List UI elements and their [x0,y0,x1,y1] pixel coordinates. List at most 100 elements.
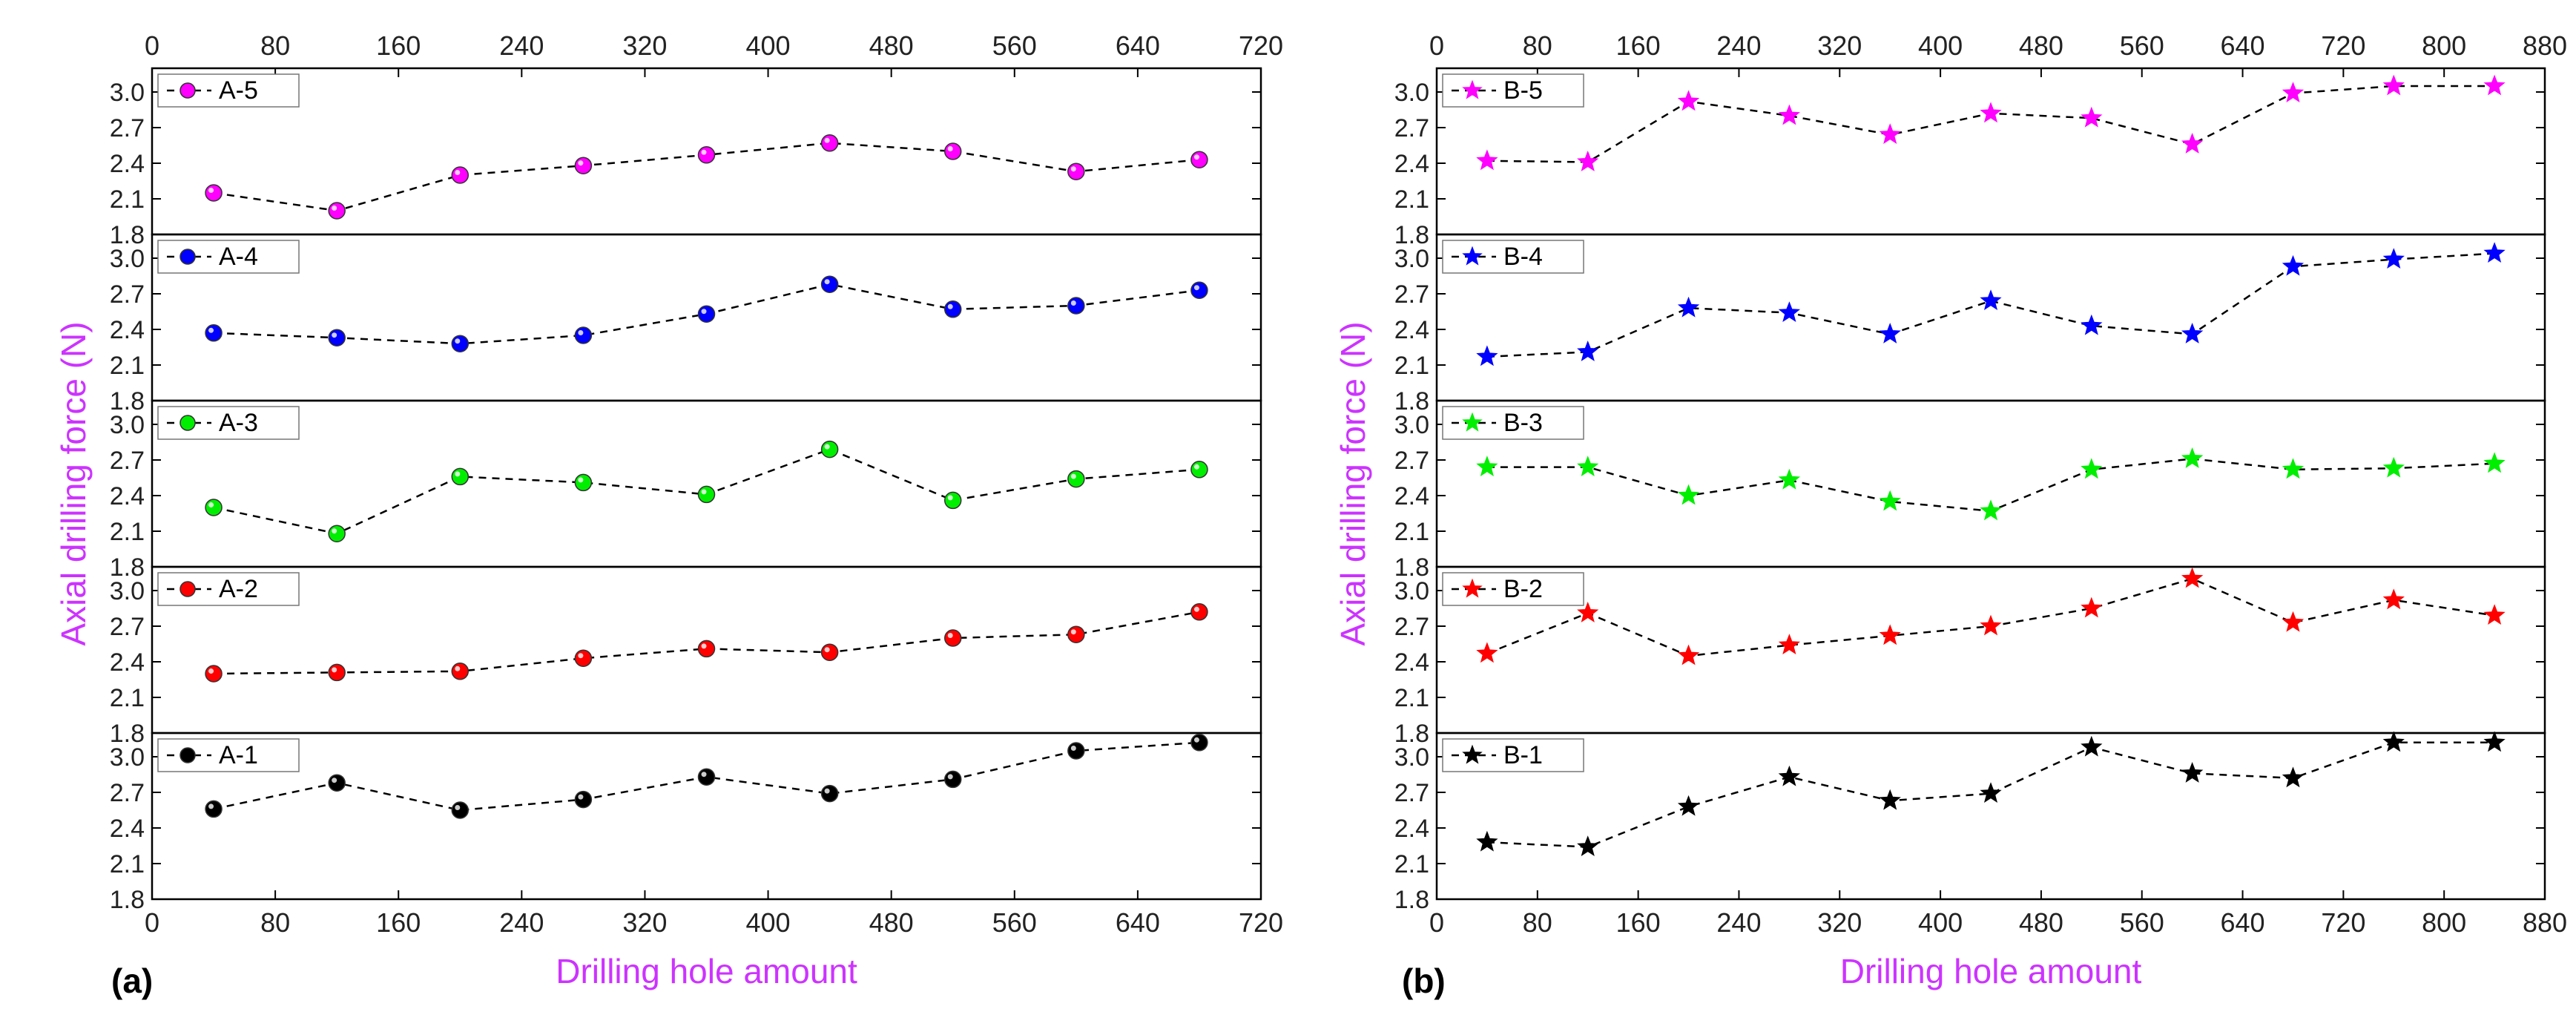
x-axis-title: Drilling hole amount [1840,952,2142,990]
data-point [1577,835,1599,857]
x-tick-label-bottom: 160 [1616,907,1661,938]
y-tick-label: 2.4 [1394,648,1429,677]
subplot-B-4: 1.8 2.1 2.4 2.7 3.0 B-4 [1394,233,2546,415]
data-point [820,275,839,293]
x-tick-label-bottom: 480 [2019,907,2063,938]
x-tick-label-top: 320 [1817,30,1862,61]
x-tick-label-bottom: 320 [1817,907,1862,938]
subplot-A-4: 1.8 2.1 2.4 2.7 3.0 A-4 [110,233,1262,415]
data-point-highlight [332,332,337,338]
subplot-frame [1435,565,2546,734]
subplot-A-1: 1.8 2.1 2.4 2.7 3.0 A-1 [110,732,1262,914]
data-point [1879,323,1901,344]
data-point [1980,289,2002,311]
x-tick-label-bottom: 240 [499,907,544,938]
data-point [2282,766,2305,788]
data-point-highlight [1070,473,1076,479]
subplot-A-3: 1.8 2.1 2.4 2.7 3.0 A-3 [110,399,1262,582]
x-tick-label-bottom: 80 [1523,907,1552,938]
data-point [574,649,593,667]
subplot-A-5: 1.8 2.1 2.4 2.7 3.0 A-5 [110,67,1262,249]
data-point [943,770,962,789]
data-point [1677,644,1700,665]
x-tick-label-bottom: 400 [1918,907,1963,938]
data-point-highlight [1193,285,1199,291]
y-tick-label: 2.4 [110,150,145,178]
data-point [2081,596,2103,618]
y-tick-label: 3.0 [1394,577,1429,605]
data-point [2181,567,2204,588]
y-tick-label: 2.1 [1394,518,1429,546]
legend-marker [179,82,196,99]
data-point-highlight [1070,629,1076,635]
data-point-highlight [701,149,707,155]
x-tick-label-top: 720 [2321,30,2365,61]
data-point-highlight [455,805,461,810]
y-tick-label: 1.8 [1394,387,1429,415]
y-tick-label: 3.0 [110,411,145,439]
data-point [574,157,593,174]
data-point [328,663,346,682]
y-tick-label: 2.4 [1394,482,1429,510]
y-tick-label: 3.0 [1394,79,1429,107]
subplot-B-3: 1.8 2.1 2.4 2.7 3.0 B-3 [1394,399,2546,582]
data-point [1778,468,1801,490]
x-tick-label-top: 720 [1239,30,1283,61]
data-point-highlight [208,188,214,193]
y-tick-label: 1.8 [1394,221,1429,249]
data-point [451,335,470,352]
data-point [1879,123,1901,145]
x-tick-label-top: 400 [1918,30,1963,61]
y-tick-label: 2.1 [1394,684,1429,712]
x-tick-label-bottom: 0 [145,907,159,938]
data-point [943,142,962,160]
y-tick-label: 3.0 [110,577,145,605]
x-tick-label-top: 400 [746,30,791,61]
subplot-B-5: 1.8 2.1 2.4 2.7 3.0 B-5 [1394,67,2546,249]
data-point-highlight [1193,154,1199,160]
data-point [1879,490,1901,511]
x-axis-title: Drilling hole amount [556,952,857,990]
x-tick-label-bottom: 720 [2321,907,2365,938]
data-point [2081,458,2103,479]
x-tick-label-bottom: 640 [2221,907,2265,938]
y-tick-label: 2.4 [110,316,145,344]
x-tick-label-top: 640 [1116,30,1160,61]
data-point [697,485,716,504]
data-point-highlight [947,495,953,501]
data-point [2483,604,2506,625]
data-point [205,665,223,683]
subplot-frame [1435,732,2546,901]
data-point-highlight [332,778,337,783]
data-point [943,629,962,647]
data-point-highlight [208,327,214,333]
data-point [697,146,716,164]
data-point-highlight [455,665,461,671]
data-point [1577,602,1599,622]
data-point-highlight [208,502,214,507]
x-tick-label-top: 640 [2221,30,2265,61]
y-tick-label: 2.1 [1394,850,1429,878]
x-tick-label-top: 80 [260,30,290,61]
x-tick-label-top: 480 [2019,30,2063,61]
x-tick-label-top: 480 [869,30,914,61]
data-point [1879,789,1901,810]
data-point-highlight [824,279,830,285]
data-point [1476,345,1498,367]
data-point [574,326,593,344]
data-point [2181,762,2204,783]
data-point [2382,588,2405,610]
x-tick-label-bottom: 400 [746,907,791,938]
legend-label: A-4 [219,243,258,271]
x-tick-label-top: 880 [2523,30,2567,61]
x-tick-label-bottom: 640 [1116,907,1160,938]
data-point-highlight [1070,166,1076,172]
series-line-A-2 [214,611,1200,675]
data-point [451,663,470,680]
data-point-highlight [1193,606,1199,612]
panel-a: 0 0 80 80 160 160 240 240 320 320 400 400 480 480 560 5… [54,30,1283,990]
y-tick-label: 2.4 [110,815,145,843]
y-tick-label: 2.1 [110,185,145,214]
data-point [451,166,470,184]
